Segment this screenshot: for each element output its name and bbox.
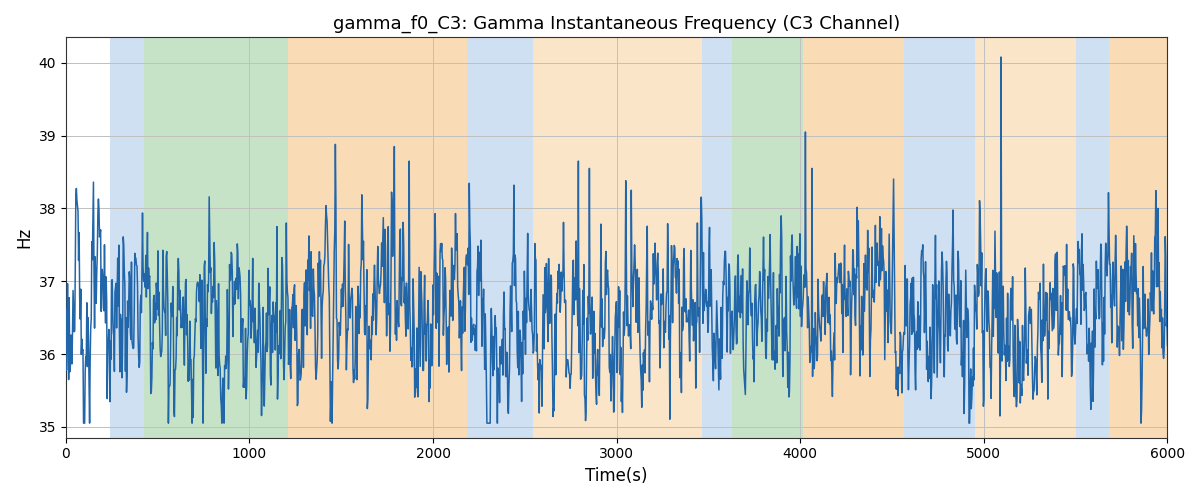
X-axis label: Time(s): Time(s) (586, 467, 648, 485)
Title: gamma_f0_C3: Gamma Instantaneous Frequency (C3 Channel): gamma_f0_C3: Gamma Instantaneous Frequen… (334, 15, 900, 34)
Bar (288, 38, 467, 438)
Bar (144, 38, 288, 438)
Bar (533, 38, 702, 438)
Bar (110, 38, 144, 438)
Bar (467, 38, 533, 438)
Bar (702, 38, 732, 438)
Bar (66, 38, 110, 438)
Bar (732, 38, 803, 438)
Bar (803, 38, 904, 438)
Y-axis label: Hz: Hz (16, 227, 34, 248)
Bar (1075, 38, 1109, 438)
Bar (904, 38, 974, 438)
Bar (1109, 38, 1168, 438)
Bar (974, 38, 1075, 438)
